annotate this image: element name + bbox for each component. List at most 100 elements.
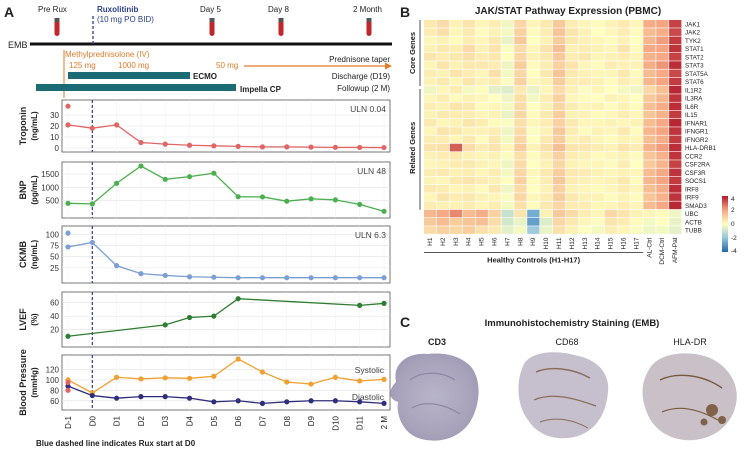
heatmap-cell xyxy=(553,102,566,111)
heatmap-col-label: H12 xyxy=(569,237,576,249)
heatmap-row-label: IRF9 xyxy=(685,195,699,202)
heatmap-cell xyxy=(501,102,514,111)
timeline-2month: 2 Month xyxy=(353,5,382,14)
heatmap-cell xyxy=(553,110,566,119)
data-point xyxy=(381,144,387,151)
data-point xyxy=(114,122,120,128)
colorbar-tick: -2 xyxy=(731,235,737,242)
x-axis-labels: D-1 D0 D1 D2 D3 D4 D5 D6 D7 D8 D9 D10 D11 2 M xyxy=(64,415,389,430)
heatmap-cell xyxy=(578,28,592,36)
heatmap-cell xyxy=(501,176,514,185)
data-point xyxy=(211,274,217,280)
panel-label-b: B xyxy=(400,4,410,20)
data-point xyxy=(114,180,120,186)
heatmap-cell xyxy=(553,127,566,135)
data-point xyxy=(308,275,314,281)
heatmap-cell xyxy=(591,152,604,160)
heatmap-row-label: IL1R2 xyxy=(685,87,702,94)
heatmap-cell xyxy=(449,176,463,185)
heatmap-cell xyxy=(553,160,566,168)
x-tick-label: D2 xyxy=(137,415,146,426)
data-point xyxy=(186,274,193,280)
heatmap-cell xyxy=(630,168,643,177)
heatmap-cell xyxy=(604,135,617,144)
heatmap-cell xyxy=(424,185,437,193)
heatmap-cell xyxy=(617,69,630,78)
series-label: Systolic xyxy=(355,365,385,375)
related-genes-label: Related Genes xyxy=(408,122,417,174)
heatmap-cell xyxy=(514,135,527,144)
heatmap-cell xyxy=(578,61,592,69)
heatmap-cell xyxy=(514,53,527,61)
heatmap-cell xyxy=(643,102,656,111)
heatmap-cell xyxy=(514,119,527,127)
heatmap-cell xyxy=(488,86,501,94)
heatmap-cell xyxy=(436,127,450,135)
heatmap-cell xyxy=(656,77,669,86)
heatmap-cell xyxy=(475,218,488,226)
heatmap-cell xyxy=(643,152,656,160)
heatmap-cell xyxy=(591,36,604,45)
heatmap-cell xyxy=(617,110,630,119)
heatmap-cell xyxy=(424,152,437,160)
heatmap-cell xyxy=(669,226,682,234)
heatmap-cell xyxy=(514,209,527,218)
heatmap-cell xyxy=(553,135,566,144)
heatmap-cell xyxy=(669,28,682,36)
heatmap-cell xyxy=(475,36,488,45)
heatmap-col-label: H14 xyxy=(595,237,602,249)
heatmap-cell xyxy=(604,160,617,168)
data-point xyxy=(114,395,120,401)
heatmap-cell xyxy=(553,226,566,234)
heatmap-cell xyxy=(501,110,514,119)
heatmap-cell xyxy=(669,209,682,218)
data-point xyxy=(381,300,387,306)
heatmap-cell xyxy=(617,193,630,201)
heatmap-cell xyxy=(630,119,643,127)
heatmap-cell xyxy=(591,53,604,61)
heatmap-cell xyxy=(462,218,475,226)
data-point xyxy=(357,302,363,308)
heatmap-cell xyxy=(527,226,540,234)
heatmap-cell xyxy=(462,86,475,94)
heatmap-cell xyxy=(449,110,463,119)
subplot-ckmb: 25 50 75 100 CKMB (ng/mL) ULN 6.3 xyxy=(18,225,391,284)
heatmap-cell xyxy=(578,193,592,201)
data-point xyxy=(235,398,241,404)
heatmap-cell xyxy=(462,193,475,201)
heatmap-cell xyxy=(436,36,450,45)
heatmap-cell xyxy=(488,127,501,135)
heatmap-cell xyxy=(565,127,579,135)
heatmap-cell xyxy=(501,185,514,193)
heatmap-row-label: SMAD3 xyxy=(685,203,707,210)
heatmap-cell xyxy=(617,86,630,94)
x-tick-label: D9 xyxy=(307,415,316,426)
heatmap-row-label: JAK1 xyxy=(685,21,701,28)
data-point xyxy=(65,122,71,128)
heatmap-cell xyxy=(540,127,553,135)
heatmap-cell xyxy=(449,77,463,86)
heatmap-col-label: H1 xyxy=(427,237,434,246)
data-point xyxy=(235,356,241,362)
data-point xyxy=(235,275,241,281)
heatmap-cell xyxy=(643,69,656,78)
heatmap-cell xyxy=(475,53,488,61)
heatmap-cell xyxy=(514,176,527,185)
ihc-image-cd68 xyxy=(518,352,609,439)
heatmap-cell xyxy=(630,102,643,111)
data-point xyxy=(259,400,266,406)
heatmap-row-label: IL3RA xyxy=(685,96,703,103)
heatmap-cell xyxy=(630,160,643,168)
heatmap-cell xyxy=(578,160,592,168)
heatmap-cell xyxy=(449,20,463,28)
heatmap-cell xyxy=(630,36,643,45)
x-tick-label: D10 xyxy=(331,415,340,430)
heatmap-cell xyxy=(527,176,540,185)
heatmap-cell xyxy=(617,185,630,193)
heatmap-cell xyxy=(475,86,488,94)
heatmap-cell xyxy=(565,20,579,28)
heatmap-cell xyxy=(514,69,527,78)
heatmap-cell xyxy=(436,193,450,201)
y-axis-label: BNP xyxy=(18,180,28,199)
heatmap-cell xyxy=(527,20,540,28)
